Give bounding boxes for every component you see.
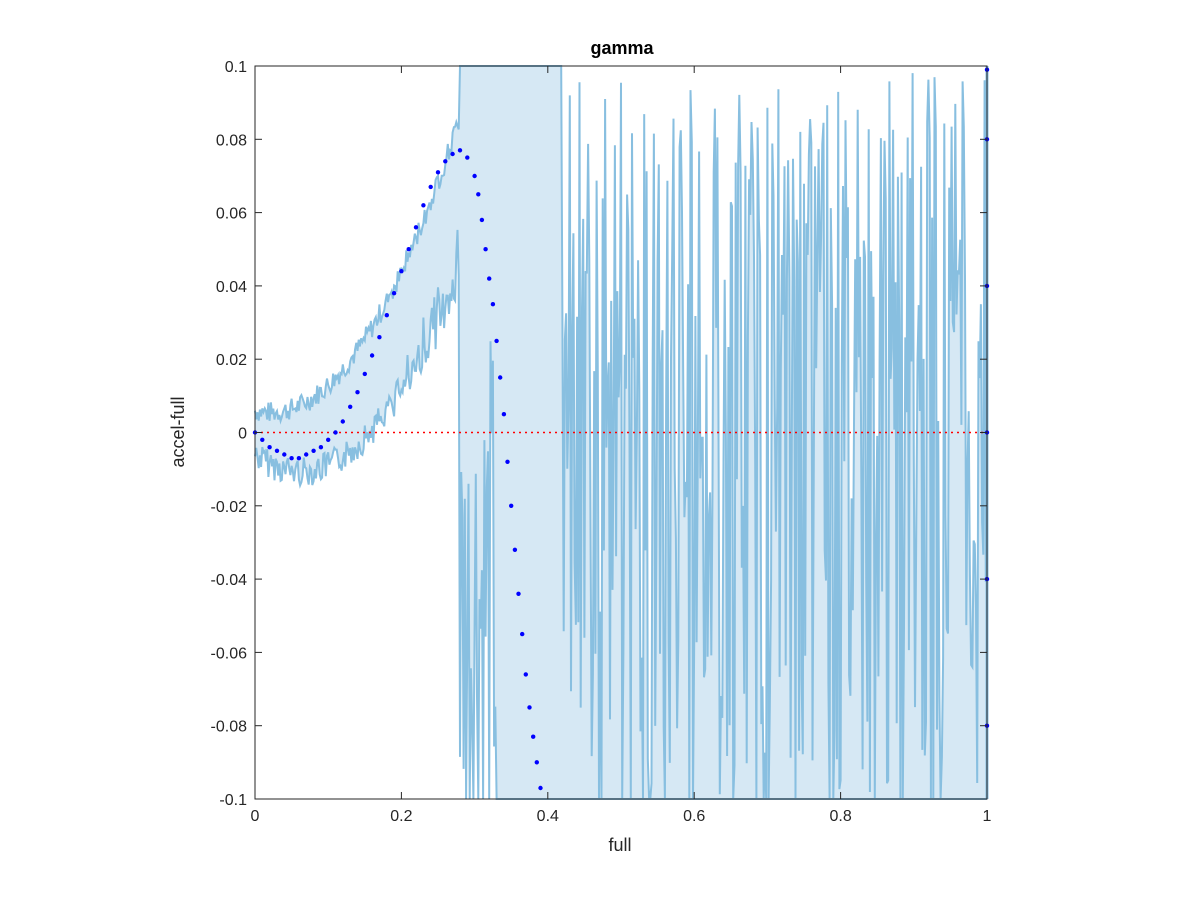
data-point <box>479 217 485 223</box>
y-tick-label: -0.08 <box>211 719 248 736</box>
data-point <box>421 203 426 208</box>
chart-title: gamma <box>590 38 654 58</box>
data-point <box>505 459 510 464</box>
x-axis-ticks: 0 0.2 0.4 0.6 0.8 1 <box>251 66 992 825</box>
x-tick-label: 0.2 <box>390 808 412 825</box>
data-point <box>494 338 499 344</box>
data-point <box>498 375 503 380</box>
data-point <box>311 448 316 453</box>
data-point <box>413 225 419 230</box>
data-point <box>472 173 477 179</box>
data-point <box>487 276 492 281</box>
data-point <box>369 353 375 358</box>
data-point <box>282 452 287 457</box>
data-point <box>512 547 518 552</box>
y-tick-label: 0.02 <box>216 352 247 369</box>
data-point <box>340 419 345 424</box>
y-tick-label: -0.06 <box>211 645 248 662</box>
data-point <box>348 404 353 409</box>
data-point <box>501 412 507 417</box>
y-tick-label: 0.06 <box>216 206 247 223</box>
y-tick-label: 0.08 <box>216 132 247 149</box>
data-point <box>538 785 543 791</box>
x-tick-label: 1 <box>983 808 992 825</box>
data-point <box>509 503 514 508</box>
y-axis-ticks: -0.1 -0.08 -0.06 -0.04 -0.02 0 0.02 0.04 0.06 0.0… <box>211 59 987 809</box>
data-point <box>260 437 265 442</box>
y-tick-label: -0.02 <box>211 499 248 516</box>
data-point <box>534 760 539 765</box>
x-tick-label: 0.6 <box>683 808 705 825</box>
data-point <box>523 672 528 677</box>
data-point <box>289 456 294 461</box>
y-tick-label: -0.1 <box>219 792 247 809</box>
data-point <box>428 184 433 190</box>
data-point <box>333 430 338 435</box>
data-point <box>355 390 360 395</box>
band-upper-line <box>254 65 988 800</box>
y-tick-label: 0.1 <box>225 59 247 76</box>
data-point <box>296 456 302 461</box>
data-point <box>391 291 397 296</box>
data-point <box>520 631 525 637</box>
data-point <box>435 170 441 175</box>
data-point <box>406 247 411 252</box>
data-point <box>377 335 382 340</box>
data-point <box>384 313 389 318</box>
data-point <box>443 159 448 164</box>
x-tick-label: 0.4 <box>537 808 559 825</box>
data-point <box>304 452 309 457</box>
data-point <box>476 192 481 197</box>
data-point <box>274 448 280 453</box>
y-tick-label: 0.04 <box>216 279 247 296</box>
data-point <box>399 269 404 274</box>
data-point <box>527 705 532 710</box>
data-point <box>318 445 324 450</box>
x-tick-label: 0 <box>251 808 260 825</box>
data-point <box>465 155 470 160</box>
x-axis-label: full <box>608 835 631 855</box>
data-point <box>326 437 331 442</box>
data-point <box>531 734 536 739</box>
data-point <box>490 302 496 307</box>
data-point <box>516 591 521 596</box>
x-tick-label: 0.8 <box>829 808 851 825</box>
data-point <box>457 148 463 153</box>
data-point <box>267 445 272 450</box>
y-axis-label: accel-full <box>168 396 188 467</box>
data-point <box>450 151 455 157</box>
data-point <box>483 247 488 252</box>
y-tick-label: -0.04 <box>211 572 248 589</box>
data-point <box>362 371 367 377</box>
y-tick-label: 0 <box>238 426 247 443</box>
